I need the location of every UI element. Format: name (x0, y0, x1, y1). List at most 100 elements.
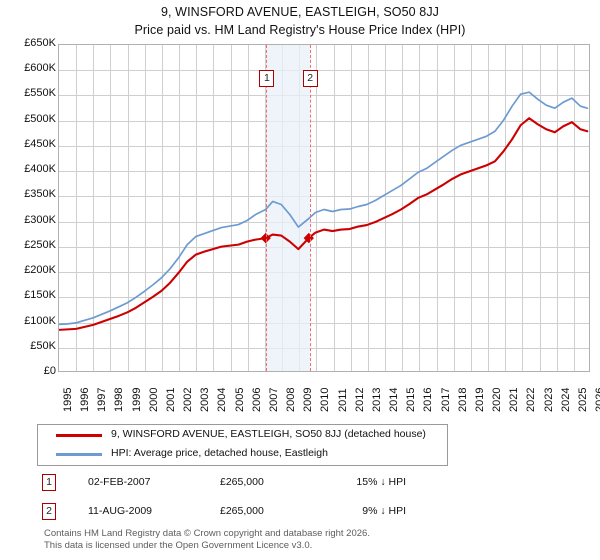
x-axis-tick-label: 2002 (182, 387, 195, 412)
gridline-vertical (144, 45, 146, 371)
x-axis-tick-label: 2015 (405, 387, 418, 412)
footer: Contains HM Land Registry data © Crown c… (44, 528, 584, 551)
x-axis-tick-label: 2000 (147, 387, 160, 412)
series-layer (59, 91, 589, 331)
x-axis-tick-label: 2024 (559, 387, 572, 412)
gridline-vertical (436, 45, 438, 371)
y-axis-tick-label: £600K (24, 62, 56, 75)
gridline-vertical (522, 45, 524, 371)
gridline-horizontal (59, 171, 589, 173)
x-axis-tick-label: 2023 (542, 387, 555, 412)
x-axis-tick-label: 2005 (233, 387, 246, 412)
transaction-price: £265,000 (220, 476, 264, 488)
gridline-vertical (505, 45, 507, 371)
gridline-horizontal (59, 145, 589, 147)
gridline-vertical (264, 45, 266, 371)
transaction-index-badge: 1 (42, 474, 56, 491)
gridline-vertical (333, 45, 335, 371)
transaction-date: 02-FEB-2007 (88, 476, 151, 488)
x-axis-tick-label: 2009 (302, 387, 315, 412)
y-axis-tick-label: £500K (24, 112, 56, 125)
x-axis-tick-label: 1997 (96, 387, 109, 412)
x-axis-tick-label: 2026 (594, 387, 600, 412)
x-axis-tick-label: 2018 (456, 387, 469, 412)
transaction-date: 11-AUG-2009 (88, 505, 153, 517)
x-axis-tick-label: 2019 (473, 387, 486, 412)
transaction-row[interactable]: 2 11-AUG-2009 £265,000 9% ↓ HPI (42, 502, 462, 524)
y-axis-tick-label: £650K (24, 37, 56, 49)
x-axis-tick-label: 2022 (525, 387, 538, 412)
gridline-horizontal (59, 347, 589, 349)
gridline-vertical (367, 45, 369, 371)
transaction-marker-badge[interactable]: 1 (259, 70, 275, 87)
legend-swatch-price-paid (56, 434, 102, 437)
x-axis-tick-label: 2006 (250, 387, 263, 412)
x-axis-tick-label: 2021 (508, 387, 521, 412)
x-axis-tick-label: 2014 (388, 387, 401, 412)
gridline-vertical (419, 45, 421, 371)
gridline-vertical (161, 45, 163, 371)
y-axis-tick-label: £400K (24, 163, 56, 176)
x-axis-tick-label: 2020 (491, 387, 504, 412)
page-title: 9, WINSFORD AVENUE, EASTLEIGH, SO50 8JJ (160, 5, 440, 19)
gridline-vertical (110, 45, 112, 371)
gridline-vertical (470, 45, 472, 371)
gridline-horizontal (59, 246, 589, 248)
ownership-period-band (266, 45, 310, 371)
x-axis-tick-label: 2001 (164, 387, 177, 412)
transaction-index-badge: 2 (42, 503, 56, 520)
x-axis-tick-label: 2007 (267, 387, 280, 412)
gridline-horizontal (59, 221, 589, 223)
chart-legend: 9, WINSFORD AVENUE, EASTLEIGH, SO50 8JJ … (37, 424, 448, 466)
x-axis-tick-label: 1999 (130, 387, 143, 412)
x-axis-tick-label: 2017 (439, 387, 452, 412)
gridline-vertical (230, 45, 232, 371)
page-subtitle: Price paid vs. HM Land Registry's House … (134, 23, 466, 37)
transaction-price: £265,000 (220, 505, 264, 517)
x-axis-tick-label: 2004 (216, 387, 229, 412)
x-axis-tick-label: 2008 (285, 387, 298, 412)
y-axis-tick-label: £450K (24, 137, 56, 150)
x-axis-tick-label: 2010 (319, 387, 332, 412)
gridline-vertical (76, 45, 78, 371)
transaction-row[interactable]: 1 02-FEB-2007 £265,000 15% ↓ HPI (42, 473, 462, 495)
transaction-marker-badge[interactable]: 2 (302, 70, 318, 87)
transaction-point-marker[interactable] (303, 232, 314, 244)
y-axis-tick-label: £350K (24, 188, 56, 201)
legend-item-hpi: HPI: Average price, detached house, East… (38, 444, 447, 465)
gridline-vertical (573, 45, 575, 371)
x-axis-tick-label: 2011 (336, 388, 349, 412)
y-axis-tick-label: £250K (24, 238, 56, 251)
y-axis-tick-label: £100K (24, 314, 56, 327)
gridline-vertical (556, 45, 558, 371)
y-axis-tick-label: £200K (24, 264, 56, 277)
gridline-vertical (93, 45, 95, 371)
gridline-horizontal (59, 196, 589, 198)
y-axis: £0 £50K £100K £150K £200K £250K £300K £350K £400… (0, 37, 56, 377)
transaction-marker-line (266, 45, 268, 371)
legend-swatch-hpi (56, 453, 102, 456)
gridline-horizontal (59, 95, 589, 97)
gridline-vertical (213, 45, 215, 371)
gridline-vertical (196, 45, 198, 371)
transaction-marker-line (309, 45, 311, 371)
x-axis-tick-label: 2013 (370, 387, 383, 412)
gridline-vertical (385, 45, 387, 371)
gridline-vertical (247, 45, 249, 371)
gridline-horizontal (59, 272, 589, 274)
x-axis: 1995 1996 1997 1998 1999 2000 2001 2002 2003 2004… (58, 376, 600, 420)
y-axis-tick-label: £300K (24, 213, 56, 226)
y-axis-tick-label: £50K (30, 339, 56, 352)
gridlines (59, 45, 589, 371)
gridline-vertical (316, 45, 318, 371)
series-line-hpi (59, 91, 589, 326)
y-axis-tick-label: £150K (24, 289, 56, 302)
gridline-horizontal (59, 120, 589, 122)
legend-label-price-paid: 9, WINSFORD AVENUE, EASTLEIGH, SO50 8JJ … (111, 428, 426, 440)
x-axis-tick-label: 2016 (422, 387, 435, 412)
y-axis-tick-label: £0 (43, 365, 56, 377)
gridline-horizontal (59, 70, 589, 72)
series-line-price-paid (59, 117, 589, 331)
